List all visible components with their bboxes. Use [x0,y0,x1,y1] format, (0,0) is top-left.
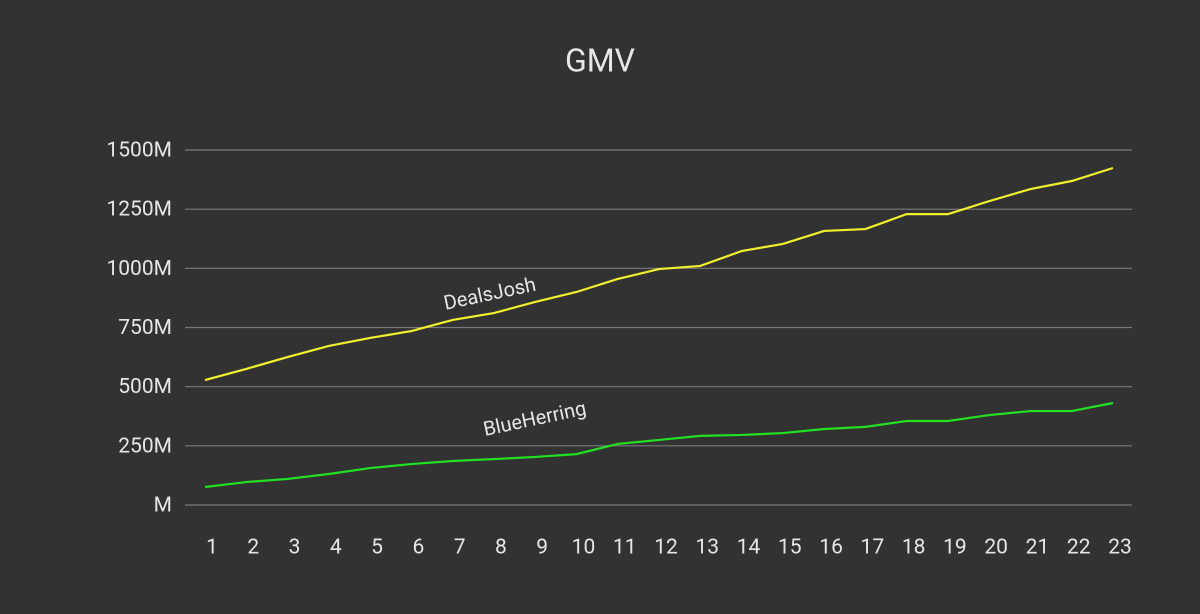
x-tick-label: 10 [572,536,596,560]
x-tick-label: 2 [247,536,259,560]
y-tick-label: M [154,494,172,518]
x-tick-label: 18 [902,536,926,560]
line-series [204,401,1114,489]
x-tick-label: 13 [695,536,719,560]
x-tick-label: 20 [984,536,1008,560]
x-tick-label: 3 [289,536,301,560]
y-tick-label: 1000M [106,257,172,281]
x-tick-label: 8 [495,536,507,560]
x-tick-label: 21 [1026,536,1050,560]
x-tick-label: 5 [371,536,383,560]
x-tick-label: 15 [778,536,802,560]
x-tick-label: 6 [412,536,424,560]
x-tick-label: 14 [737,536,761,560]
chart-title: GMV [565,41,635,79]
x-tick-label: 23 [1108,536,1132,560]
line-series [204,166,1114,382]
x-tick-label: 1 [206,536,218,560]
x-tick-label: 9 [536,536,548,560]
x-tick-label: 11 [613,536,637,560]
x-tick-label: 17 [861,536,885,560]
y-tick-label: 750M [118,316,172,340]
x-tick-label: 22 [1067,536,1091,560]
y-tick-label: 250M [118,434,172,458]
x-tick-label: 7 [454,536,466,560]
y-tick-label: 1500M [106,139,172,163]
x-tick-label: 4 [330,536,342,560]
y-tick-label: 500M [118,375,172,399]
x-tick-label: 19 [943,536,967,560]
x-tick-label: 16 [819,536,843,560]
y-tick-label: 1250M [106,198,172,222]
x-tick-label: 12 [654,536,678,560]
